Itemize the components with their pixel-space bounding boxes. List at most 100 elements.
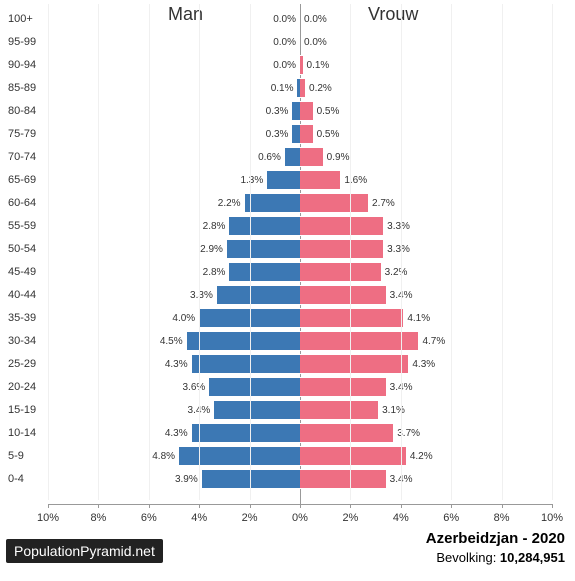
pct-female: 3.3% [387, 244, 410, 255]
pct-male: 2.8% [203, 267, 226, 278]
pct-male: 2.9% [200, 244, 223, 255]
bar-male[interactable] [192, 354, 300, 374]
bar-female[interactable] [300, 216, 383, 236]
pyramid-row: 0.0%0.0% [48, 31, 552, 53]
pct-male: 4.8% [152, 451, 175, 462]
pyramid-row: 2.8% 3.2% [48, 261, 552, 283]
pct-female: 4.2% [410, 451, 433, 462]
xtick-mark [552, 504, 553, 508]
grid-line [250, 4, 251, 500]
bar-male[interactable] [214, 400, 300, 420]
age-label: 55-59 [8, 220, 44, 232]
age-label: 75-79 [8, 128, 44, 140]
bar-female[interactable] [300, 262, 381, 282]
xtick-label: 2% [242, 512, 258, 524]
pyramid-row: 1.3% 1.6% [48, 169, 552, 191]
bar-female[interactable] [300, 239, 383, 259]
bar-male[interactable] [179, 446, 300, 466]
bar-female[interactable] [300, 446, 406, 466]
bar-male[interactable] [209, 377, 300, 397]
pct-male: 2.2% [218, 198, 241, 209]
grid-line [350, 4, 351, 500]
bar-female[interactable] [300, 170, 340, 190]
population-line: Bevolking: 10,284,951 [436, 550, 565, 565]
pct-female: 4.1% [407, 313, 430, 324]
pct-male: 0.3% [266, 106, 289, 117]
bar-male[interactable] [202, 469, 300, 489]
bar-female[interactable] [300, 78, 305, 98]
bar-female[interactable] [300, 285, 386, 305]
bar-female[interactable] [300, 423, 393, 443]
pyramid-row: 0.1% 0.2% [48, 77, 552, 99]
bar-male[interactable] [292, 101, 300, 121]
pct-male: 4.5% [160, 336, 183, 347]
pct-male: 2.8% [203, 221, 226, 232]
pct-female: 0.0% [304, 14, 327, 25]
xtick-label: 2% [342, 512, 358, 524]
bar-male[interactable] [267, 170, 300, 190]
bar-male[interactable] [187, 331, 300, 351]
grid-line [552, 4, 553, 500]
pct-male: 0.3% [266, 129, 289, 140]
bar-female[interactable] [300, 147, 323, 167]
pyramid-row: 4.3%3.7% [48, 422, 552, 444]
pct-male: 4.3% [165, 359, 188, 370]
bar-female[interactable] [300, 400, 378, 420]
bar-male[interactable] [192, 423, 300, 443]
age-label: 40-44 [8, 289, 44, 301]
age-label: 20-24 [8, 381, 44, 393]
age-label: 100+ [8, 13, 44, 25]
age-label: 5-9 [8, 450, 44, 462]
grid-line [48, 4, 49, 500]
bar-female[interactable] [300, 124, 313, 144]
pyramid-row: 2.2%2.7% [48, 192, 552, 214]
bar-female[interactable] [300, 193, 368, 213]
pct-male: 4.0% [172, 313, 195, 324]
grid-line [502, 4, 503, 500]
pct-female: 3.2% [385, 267, 408, 278]
age-label: 70-74 [8, 151, 44, 163]
pyramid-row: 4.5%4.7% [48, 330, 552, 352]
pct-male: 3.3% [190, 290, 213, 301]
pct-female: 0.5% [317, 106, 340, 117]
pyramid-row: 4.3%4.3% [48, 353, 552, 375]
age-label: 35-39 [8, 312, 44, 324]
xtick-label: 8% [90, 512, 106, 524]
age-label: 0-4 [8, 473, 44, 485]
bar-male[interactable] [227, 239, 300, 259]
bar-male[interactable] [245, 193, 300, 213]
pct-male: 3.6% [182, 382, 205, 393]
pct-female: 0.2% [309, 83, 332, 94]
pct-male: 1.3% [240, 175, 263, 186]
age-label: 65-69 [8, 174, 44, 186]
pyramid-row: 3.9%3.4% [48, 468, 552, 490]
pct-male: 0.1% [271, 83, 294, 94]
bar-male[interactable] [292, 124, 300, 144]
bar-female[interactable] [300, 354, 408, 374]
bar-male[interactable] [229, 216, 300, 236]
bar-male[interactable] [285, 147, 300, 167]
source-badge[interactable]: PopulationPyramid.net [6, 539, 163, 563]
pct-male: 0.0% [273, 37, 296, 48]
bar-male[interactable] [229, 262, 300, 282]
xtick-label: 6% [141, 512, 157, 524]
pyramid-row: 3.6%3.4% [48, 376, 552, 398]
population-value: 10,284,951 [500, 550, 565, 565]
pct-male: 0.0% [273, 14, 296, 25]
bar-female[interactable] [300, 377, 386, 397]
xtick-label: 10% [37, 512, 59, 524]
pyramid-row: 0.0% 0.0% [48, 8, 552, 30]
bar-female[interactable] [300, 55, 303, 75]
bar-female[interactable] [300, 308, 403, 328]
bar-female[interactable] [300, 101, 313, 121]
pct-female: 0.5% [317, 129, 340, 140]
bar-female[interactable] [300, 469, 386, 489]
bar-male[interactable] [217, 285, 300, 305]
age-label: 85-89 [8, 82, 44, 94]
chart-title: Azerbeidzjan - 2020 [426, 530, 565, 547]
pct-male: 0.6% [258, 152, 281, 163]
pct-female: 1.6% [344, 175, 367, 186]
age-label: 90-94 [8, 59, 44, 71]
grid-line [98, 4, 99, 500]
pyramid-row: 3.3%3.4% [48, 284, 552, 306]
